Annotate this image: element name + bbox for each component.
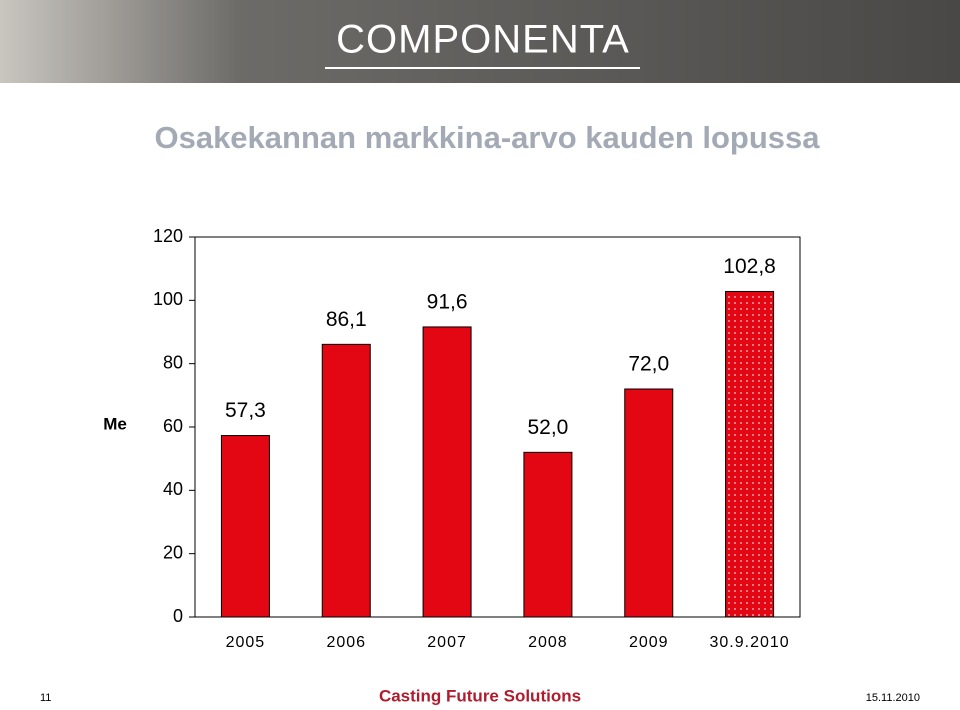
bar — [321, 343, 371, 618]
y-axis-label: Me — [103, 414, 127, 433]
page-number: 11 — [40, 692, 51, 704]
bar — [523, 451, 573, 618]
slide-title: Osakekannan markkina-arvo kauden lopussa — [154, 120, 820, 155]
y-tick-label: 120 — [153, 226, 183, 246]
y-tick-label: 40 — [163, 479, 183, 499]
x-tick-label: 2005 — [226, 634, 266, 651]
bar — [624, 388, 674, 618]
x-tick-label: 30.9.2010 — [709, 634, 789, 651]
y-tick-label: 20 — [163, 542, 183, 562]
slogan: Casting Future Solutions — [379, 686, 581, 705]
logo: COMPONENTA — [336, 18, 630, 62]
value-label: 52,0 — [527, 416, 568, 439]
bar — [220, 435, 270, 618]
value-label: 86,1 — [326, 308, 367, 331]
header-band — [0, 0, 960, 83]
x-tick-label: 2006 — [326, 634, 366, 651]
plot-frame — [194, 236, 801, 618]
bar — [422, 326, 472, 618]
y-tick-label: 0 — [173, 606, 183, 626]
y-tick-label: 100 — [153, 289, 183, 309]
y-tick-label: 60 — [163, 416, 183, 436]
value-label: 57,3 — [225, 399, 266, 422]
y-tick-label: 80 — [163, 352, 183, 372]
x-tick-label: 2008 — [528, 634, 568, 651]
x-tick-label: 2007 — [427, 634, 467, 651]
value-label: 72,0 — [628, 353, 669, 376]
value-label: 91,6 — [427, 290, 468, 313]
date: 15.11.2010 — [866, 692, 920, 704]
x-tick-label: 2009 — [629, 634, 669, 651]
bar — [725, 290, 775, 618]
value-label: 102,8 — [723, 255, 776, 278]
